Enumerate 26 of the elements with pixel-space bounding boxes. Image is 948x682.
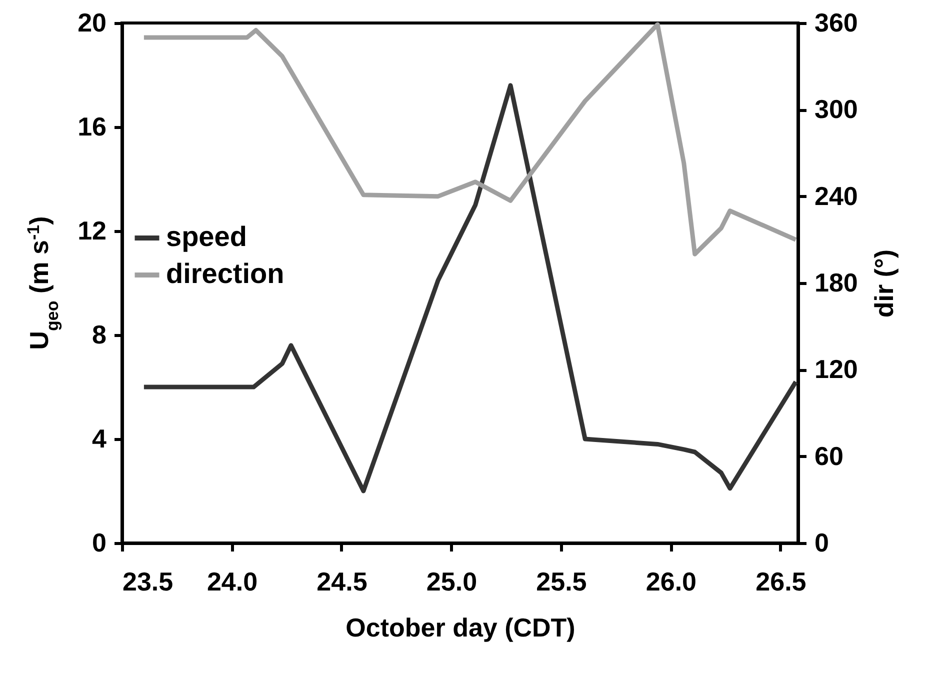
y-tick-label: 20 [78,8,106,38]
legend-label: direction [166,258,284,289]
y-tick-label: 16 [78,112,106,142]
x-tick-label: 23.5 [122,566,174,596]
y-tick-label: 0 [92,528,106,558]
y-tick-label: 12 [78,216,106,246]
y2-tick-label: 300 [814,94,858,124]
y2-tick-label: 0 [814,528,829,558]
legend-label: speed [166,221,247,252]
y-tick-label: 4 [92,424,108,454]
x-tick-label: 26.0 [646,566,697,596]
line-series [142,22,798,256]
y2-axis-title: dir (°) [868,249,899,318]
x-tick-label: 25.0 [426,566,478,596]
x-tick-label: 24.0 [206,566,258,596]
y2-tick-label: 60 [814,440,844,471]
y2-tick-label: 240 [814,180,858,211]
x-tick-label: 24.5 [316,566,368,596]
line-series [142,83,798,494]
x-tick-label: 26.5 [756,566,806,596]
y2-tick-label: 180 [814,268,858,298]
x-axis-title: October day (CDT) [346,612,576,642]
y-tick-label: 8 [92,320,106,350]
y2-tick-label: 120 [814,354,858,384]
y2-tick-label: 360 [814,8,858,38]
x-tick-label: 25.5 [536,566,587,596]
